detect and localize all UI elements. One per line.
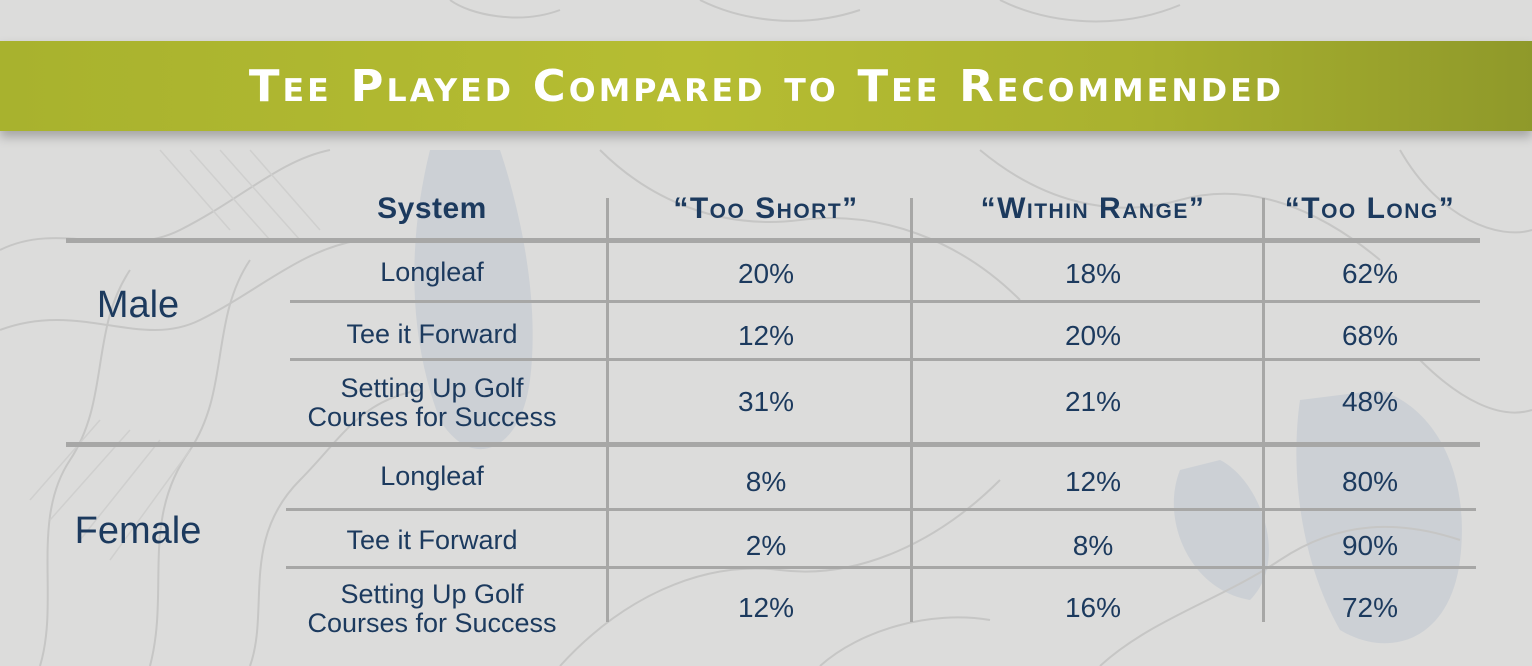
cell-too-short: 31% — [737, 386, 795, 417]
row-divider — [290, 300, 1480, 303]
row-system-label-line2: Courses for Success — [307, 402, 557, 432]
cell-too-short: 2% — [745, 530, 787, 561]
cell-too-short: 12% — [737, 320, 795, 351]
row-system-label: Longleaf — [380, 257, 484, 287]
cell-too-long: 80% — [1341, 466, 1399, 497]
row-divider — [290, 358, 1480, 361]
row-divider — [286, 508, 1476, 511]
row-system-label: Tee it Forward — [346, 319, 518, 349]
cell-too-long: 48% — [1341, 386, 1399, 417]
column-header-too-short: “Too Short” — [673, 192, 859, 225]
title-banner: Tee Played Compared to Tee Recommended — [0, 41, 1532, 131]
cell-too-long: 62% — [1341, 258, 1399, 289]
row-divider — [286, 566, 1476, 569]
row-system-label-line1: Setting Up Golf — [340, 373, 524, 403]
cell-within-range: 8% — [1072, 530, 1114, 561]
cell-too-long: 72% — [1341, 592, 1399, 623]
row-system-label: Longleaf — [380, 461, 484, 491]
column-header-too-long: “Too Long” — [1284, 192, 1456, 225]
chart-title: Tee Played Compared to Tee Recommended — [248, 60, 1284, 112]
row-system-label-line1: Setting Up Golf — [340, 579, 524, 609]
cell-within-range: 21% — [1064, 386, 1122, 417]
cell-within-range: 16% — [1064, 592, 1122, 623]
column-divider — [910, 198, 913, 622]
cell-too-long: 90% — [1341, 530, 1399, 561]
row-system-label-line2: Courses for Success — [307, 608, 557, 638]
column-header-within-range: “Within Range” — [980, 192, 1206, 225]
cell-within-range: 12% — [1064, 466, 1122, 497]
header-divider — [66, 238, 1480, 243]
column-header-system: System — [377, 192, 487, 225]
column-divider — [1262, 198, 1265, 622]
cell-too-short: 20% — [737, 258, 795, 289]
cell-within-range: 20% — [1064, 320, 1122, 351]
group-label-male: Male — [96, 284, 180, 326]
cell-too-short: 12% — [737, 592, 795, 623]
column-divider — [606, 198, 609, 622]
cell-too-long: 68% — [1341, 320, 1399, 351]
cell-too-short: 8% — [745, 466, 787, 497]
group-label-female: Female — [74, 510, 202, 552]
cell-within-range: 18% — [1064, 258, 1122, 289]
group-divider — [66, 442, 1480, 447]
row-system-label: Tee it Forward — [346, 525, 518, 555]
